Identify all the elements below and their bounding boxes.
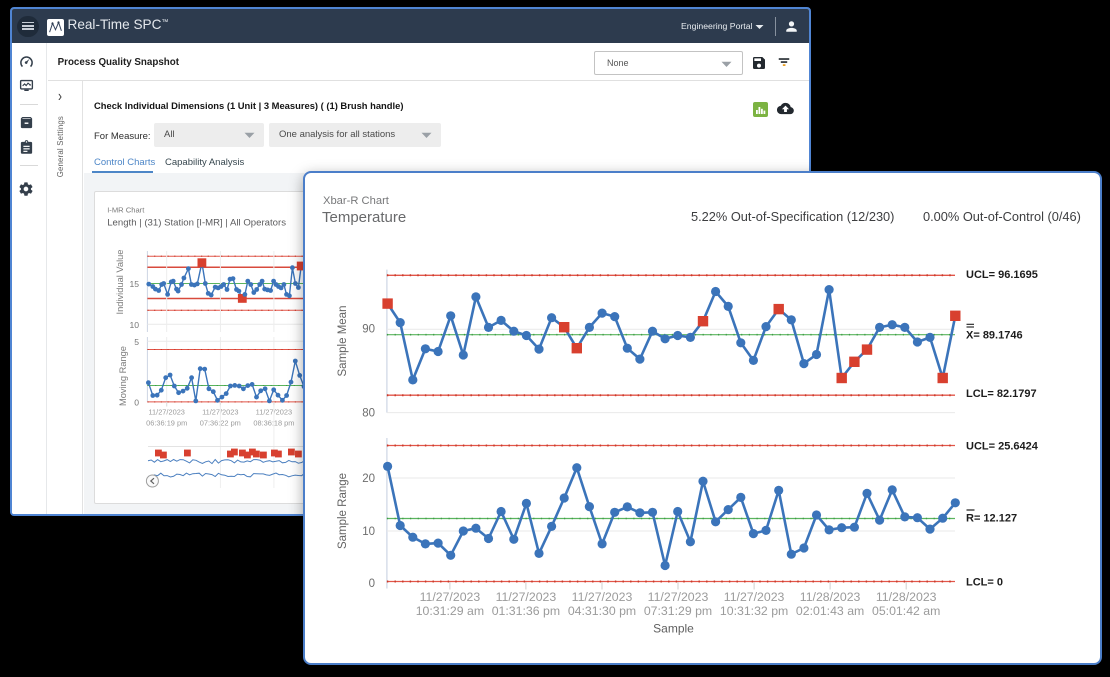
svg-text:Sample Range: Sample Range [337,473,349,549]
svg-text:Moving Range: Moving Range [118,346,128,406]
svg-text:Sample Mean: Sample Mean [337,306,349,377]
svg-text:0: 0 [369,578,375,590]
svg-text:Individual Value: Individual Value [115,249,125,314]
svg-text:R= 12.127: R= 12.127 [966,512,1017,524]
svg-text:10: 10 [362,526,375,538]
svg-text:11/27/2023: 11/27/2023 [572,590,633,604]
svg-text:5.22% Out-of-Specification (12: 5.22% Out-of-Specification (12/230) [691,209,894,224]
svg-text:05:01:42 am: 05:01:42 am [872,604,940,618]
svg-text:0: 0 [134,397,139,407]
svg-text:11/27/2023: 11/27/2023 [420,590,481,604]
svg-text:UCL= 96.1695: UCL= 96.1695 [966,269,1038,281]
svg-text:5: 5 [134,337,139,347]
svg-text:Length | (31) Station [I-MR] |: Length | (31) Station [I-MR] | All Opera… [107,217,286,228]
svg-text:11/28/2023: 11/28/2023 [876,590,937,604]
svg-text:11/28/2023: 11/28/2023 [800,590,861,604]
svg-text:LCL= 0: LCL= 0 [966,577,1003,589]
svg-text:0.00% Out-of-Control (0/46): 0.00% Out-of-Control (0/46) [923,209,1081,224]
svg-text:Xbar-R Chart: Xbar-R Chart [323,195,390,207]
svg-text:90: 90 [362,324,375,336]
svg-text:07:31:29 pm: 07:31:29 pm [644,604,712,618]
svg-text:02:01:43 am: 02:01:43 am [796,604,864,618]
svg-text:10: 10 [129,320,139,330]
svg-text:UCL= 25.6424: UCL= 25.6424 [966,441,1039,453]
svg-text:Temperature: Temperature [322,209,406,226]
svg-text:X= 89.1746: X= 89.1746 [966,330,1023,342]
svg-text:11/27/2023: 11/27/2023 [148,407,184,416]
svg-text:11/27/2023: 11/27/2023 [648,590,709,604]
svg-text:11/27/2023: 11/27/2023 [496,590,557,604]
svg-text:15: 15 [129,279,139,289]
svg-text:80: 80 [362,408,375,420]
svg-text:01:31:36 pm: 01:31:36 pm [492,604,560,618]
svg-text:10:31:32 pm: 10:31:32 pm [720,604,788,618]
svg-text:06:36:19 pm: 06:36:19 pm [146,418,187,427]
svg-text:11/27/2023: 11/27/2023 [724,590,785,604]
svg-text:LCL= 82.1797: LCL= 82.1797 [966,388,1037,400]
svg-text:20: 20 [362,473,375,485]
svg-text:I-MR Chart: I-MR Chart [107,205,145,214]
svg-text:Sample: Sample [653,622,694,636]
svg-text:04:31:30 pm: 04:31:30 pm [568,604,636,618]
svg-text:10:31:29 am: 10:31:29 am [416,604,484,618]
